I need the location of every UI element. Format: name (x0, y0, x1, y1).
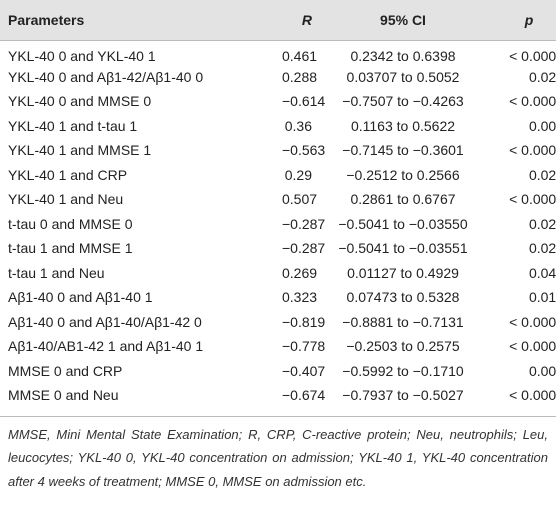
table-cell: YKL-40 1 and t-tau 1 (8, 117, 138, 134)
table-row: YKL-40 1 and Neu 0.507 0.2861 to 0.6767 < 0… (0, 187, 556, 212)
table-cell: < 0.0001 (509, 387, 556, 404)
table-cell: < 0.0001 (509, 47, 556, 64)
table-cell: Aβ1-40 0 and Aβ1-40 1 (8, 289, 153, 306)
table-cell: 0.001 (528, 362, 556, 379)
table-row: MMSE 0 and CRP −0.407 −0.5992 to −0.1710 0.… (0, 359, 556, 384)
table-cell: −0.7937 to −0.5027 (342, 387, 464, 404)
table-cell: YKL-40 1 and CRP (8, 166, 128, 183)
header-row: Parameters R 95% CI p (0, 0, 556, 41)
column-header: Parameters (0, 0, 274, 41)
table-cell: YKL-40 1 and MMSE 1 (8, 142, 152, 159)
table-cell: t-tau 1 and MMSE 1 (8, 240, 133, 257)
table-cell: −0.7507 to −0.4263 (342, 93, 464, 110)
table-cell: −0.674 (282, 387, 326, 404)
table-cell: t-tau 0 and MMSE 0 (8, 215, 133, 232)
table-cell: 0.005 (528, 117, 556, 134)
table-cell: 0.1163 to 0.5622 (350, 117, 456, 134)
table-cell: 0.041 (528, 264, 556, 281)
table-cell: t-tau 1 and Neu (8, 264, 105, 281)
table-cell: MMSE 0 and CRP (8, 362, 123, 379)
footnote: MMSE, Mini Mental State Examination; R, … (8, 426, 548, 489)
table-cell: −0.778 (282, 338, 326, 355)
table-cell: 0.507 (282, 191, 318, 208)
table-cell: < 0.0001 (509, 142, 556, 159)
table-cell: 0.36 (284, 117, 312, 134)
table-cell: 0.03707 to 0.5052 (346, 68, 460, 85)
table-cell: 0.026 (528, 68, 556, 85)
table-cell: Aβ1-40/AB1-42 1 and Aβ1-40 1 (8, 338, 204, 355)
table-cell: Aβ1-40 0 and Aβ1-40/Aβ1-42 0 (8, 313, 202, 330)
table-cell: −0.7145 to −0.3601 (342, 142, 464, 159)
table-cell: 0.2342 to 0.6398 (350, 47, 456, 64)
table-cell: < 0.0001 (509, 313, 556, 330)
table-row: Aβ1-40 0 and Aβ1-40/Aβ1-42 0 −0.819 −0.888… (0, 310, 556, 335)
table-cell: 0.012 (528, 289, 556, 306)
table-cell: < 0.0001 (509, 338, 556, 355)
table-row: Aβ1-40 0 and Aβ1-40 1 0.323 0.07473 to 0.5… (0, 285, 556, 310)
table-cell: −0.2512 to 0.2566 (346, 166, 460, 183)
table-cell: 0.269 (282, 264, 318, 281)
table-cell: 0.2861 to 0.6767 (350, 191, 456, 208)
data-table: Parameters R 95% CI p YKL-40 0 and YKL-40 1… (0, 0, 556, 408)
table-cell: 0.026 (528, 215, 556, 232)
bottom-rule (0, 415, 556, 417)
table-row: YKL-40 0 and MMSE 0 −0.614 −0.7507 to −0.4… (0, 89, 556, 114)
table-cell: 0.07473 to 0.5328 (346, 289, 460, 306)
table-row: MMSE 0 and Neu −0.674 −0.7937 to −0.5027 < … (0, 383, 556, 408)
table-row: YKL-40 1 and MMSE 1 −0.563 −0.7145 to −0.3… (0, 138, 556, 163)
table-row: t-tau 0 and MMSE 0 −0.287 −0.5041 to −0.03… (0, 212, 556, 237)
column-header: R (274, 0, 320, 41)
table-body: YKL-40 0 and YKL-40 1 0.461 0.2342 to 0.63… (0, 40, 556, 408)
table-cell: < 0.0001 (509, 191, 556, 208)
table-row: YKL-40 1 and t-tau 1 0.36 0.1163 to 0.5622… (0, 114, 556, 139)
table-cell: −0.5041 to −0.03551 (338, 240, 468, 257)
table-cell: −0.287 (282, 240, 326, 257)
table-row: YKL-40 1 and CRP 0.29 −0.2512 to 0.2566 0.0… (0, 163, 556, 188)
table-cell: YKL-40 0 and YKL-40 1 (8, 47, 156, 64)
column-header: p (486, 0, 556, 41)
column-header: 95% CI (320, 0, 486, 41)
table-cell: MMSE 0 and Neu (8, 387, 119, 404)
table-cell: 0.461 (282, 47, 318, 64)
table-cell: 0.025 (528, 166, 556, 183)
table-row: Aβ1-40/AB1-42 1 and Aβ1-40 1 −0.778 −0.250… (0, 334, 556, 359)
table-row: t-tau 1 and Neu 0.269 0.01127 to 0.4929 0.0… (0, 261, 556, 286)
table-cell: −0.819 (282, 313, 326, 330)
table-cell: YKL-40 1 and Neu (8, 191, 124, 208)
table-cell: 0.288 (282, 68, 318, 85)
table-cell: < 0.0001 (509, 93, 556, 110)
table-cell: −0.407 (282, 362, 326, 379)
table-cell: 0.29 (284, 166, 312, 183)
table-row: YKL-40 0 and Aβ1-42/Aβ1-40 0 0.288 0.03707… (0, 65, 556, 90)
table-cell: −0.287 (282, 215, 326, 232)
table-cell: 0.01127 to 0.4929 (347, 264, 459, 281)
table-cell: −0.5992 to −0.1710 (342, 362, 464, 379)
table-cell: YKL-40 0 and MMSE 0 (8, 93, 152, 110)
table-cell: YKL-40 0 and Aβ1-42/Aβ1-40 0 (8, 68, 204, 85)
table-cell: 0.026 (528, 240, 556, 257)
table-cell: −0.2503 to 0.2575 (346, 338, 460, 355)
table-cell: 0.323 (282, 289, 318, 306)
table-row: t-tau 1 and MMSE 1 −0.287 −0.5041 to −0.03… (0, 236, 556, 261)
table-cell: −0.563 (282, 142, 326, 159)
table-row: YKL-40 0 and YKL-40 1 0.461 0.2342 to 0.63… (0, 40, 556, 65)
table-cell: −0.5041 to −0.03550 (338, 215, 468, 232)
table-cell: −0.614 (282, 93, 326, 110)
table-cell: −0.8881 to −0.7131 (342, 313, 464, 330)
